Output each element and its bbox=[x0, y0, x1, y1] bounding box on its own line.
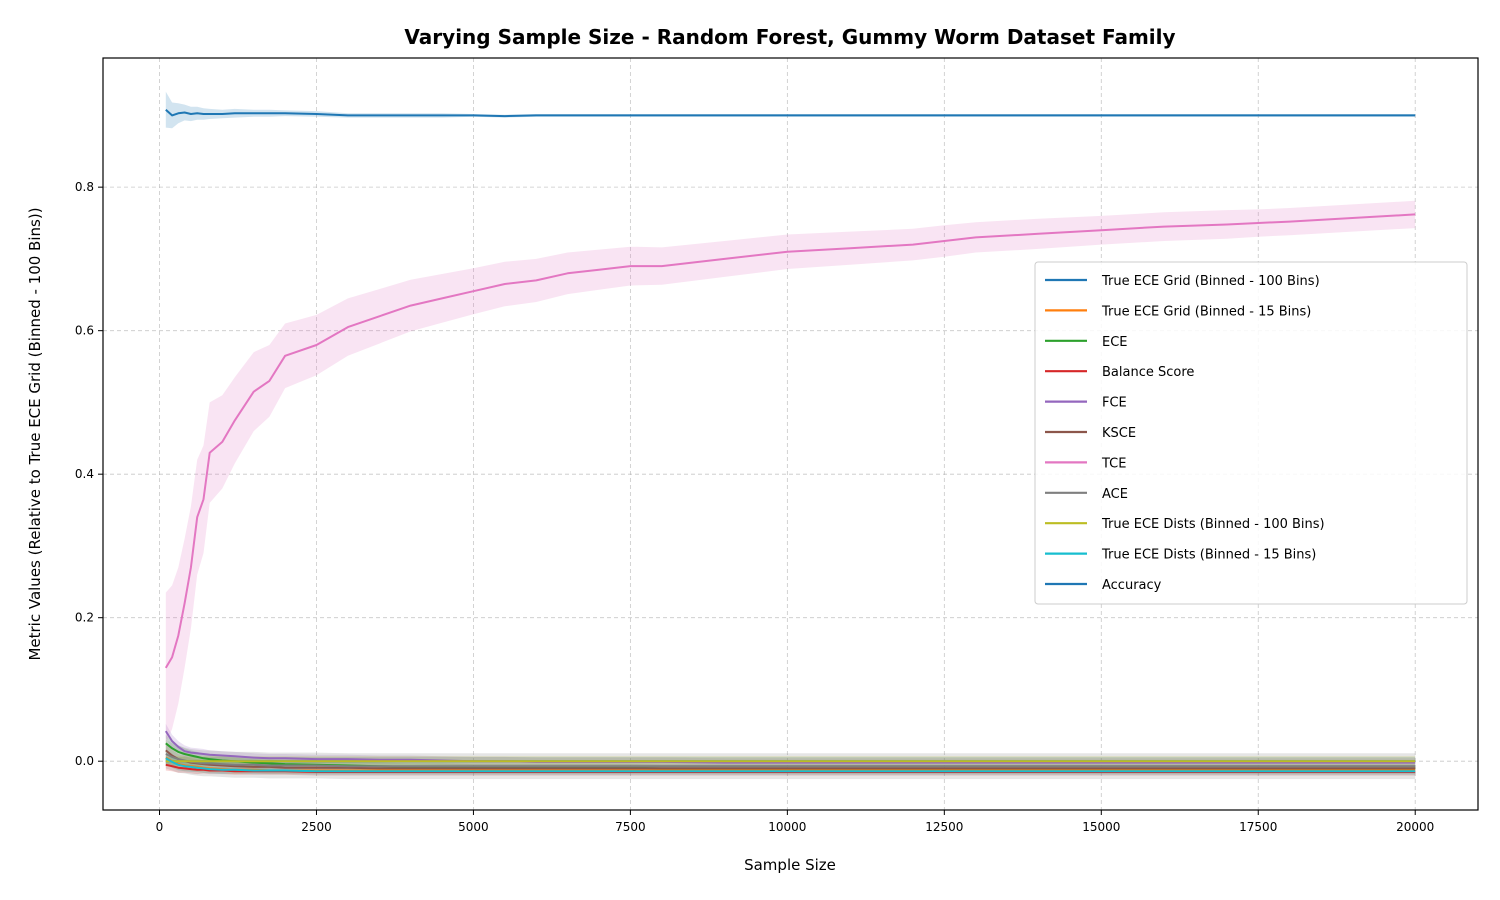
x-tick-label: 0 bbox=[156, 820, 164, 834]
y-tick-label: 0.0 bbox=[75, 754, 94, 768]
legend-item: TCE bbox=[1045, 456, 1126, 471]
x-tick-label: 10000 bbox=[768, 820, 806, 834]
y-tick-label: 0.2 bbox=[75, 611, 94, 625]
legend-label: True ECE Grid (Binned - 100 Bins) bbox=[1101, 274, 1320, 289]
legend-label: True ECE Dists (Binned - 100 Bins) bbox=[1101, 517, 1325, 532]
legend-label: ECE bbox=[1102, 335, 1128, 350]
legend-label: FCE bbox=[1102, 396, 1127, 411]
legend-item: ACE bbox=[1045, 487, 1128, 502]
legend-label: True ECE Grid (Binned - 15 Bins) bbox=[1101, 304, 1311, 319]
band-ksce bbox=[165, 744, 1416, 772]
x-axis-label: Sample Size bbox=[744, 856, 836, 874]
legend-item: True ECE Dists (Binned - 100 Bins) bbox=[1045, 517, 1325, 532]
x-tick-label: 12500 bbox=[925, 820, 963, 834]
x-tick-label: 7500 bbox=[615, 820, 646, 834]
legend-box bbox=[1034, 261, 1468, 605]
y-tick-label: 0.6 bbox=[75, 324, 94, 338]
x-tick-label: 20000 bbox=[1396, 820, 1434, 834]
legend-item: ECE bbox=[1045, 335, 1128, 350]
x-tick-label: 15000 bbox=[1082, 820, 1120, 834]
series-line-tce bbox=[164, 213, 1416, 669]
series-lines bbox=[164, 108, 1416, 773]
legend: True ECE Grid (Binned - 100 Bins) True EC… bbox=[1034, 261, 1468, 605]
legend-item: True ECE Dists (Binned - 15 Bins) bbox=[1045, 548, 1316, 563]
legend-label: TCE bbox=[1101, 456, 1126, 471]
legend-label: Balance Score bbox=[1102, 365, 1194, 380]
legend-label: ACE bbox=[1102, 487, 1128, 502]
y-tick-label: 0.8 bbox=[75, 180, 94, 194]
legend-item: KSCE bbox=[1045, 426, 1136, 441]
series-line-accuracy bbox=[165, 108, 1416, 118]
y-axis-label: Metric Values (Relative to True ECE Grid… bbox=[26, 207, 44, 660]
x-axis-ticks: 0 2500 5000 7500 10000 12500 15000 17500 20000 bbox=[156, 810, 1434, 834]
legend-item: Accuracy bbox=[1045, 578, 1162, 593]
legend-item: True ECE Grid (Binned - 15 Bins) bbox=[1045, 304, 1311, 319]
y-axis-ticks: 0.0 0.2 0.4 0.6 0.8 bbox=[75, 180, 103, 768]
plot-frame bbox=[102, 57, 1479, 811]
x-tick-label: 17500 bbox=[1239, 820, 1277, 834]
legend-label: Accuracy bbox=[1102, 578, 1162, 593]
legend-item: True ECE Grid (Binned - 100 Bins) bbox=[1045, 274, 1320, 289]
legend-label: True ECE Dists (Binned - 15 Bins) bbox=[1101, 548, 1316, 563]
chart-title: Varying Sample Size - Random Forest, Gum… bbox=[404, 25, 1175, 49]
legend-item: FCE bbox=[1045, 396, 1127, 411]
legend-item: Balance Score bbox=[1045, 365, 1194, 380]
x-tick-label: 5000 bbox=[458, 820, 489, 834]
x-tick-label: 2500 bbox=[301, 820, 332, 834]
series-line-ace bbox=[165, 753, 1416, 768]
y-tick-label: 0.4 bbox=[75, 467, 94, 481]
series-line-true-ece-dists-binned-15-bins bbox=[165, 757, 1416, 773]
legend-label: KSCE bbox=[1102, 426, 1136, 441]
